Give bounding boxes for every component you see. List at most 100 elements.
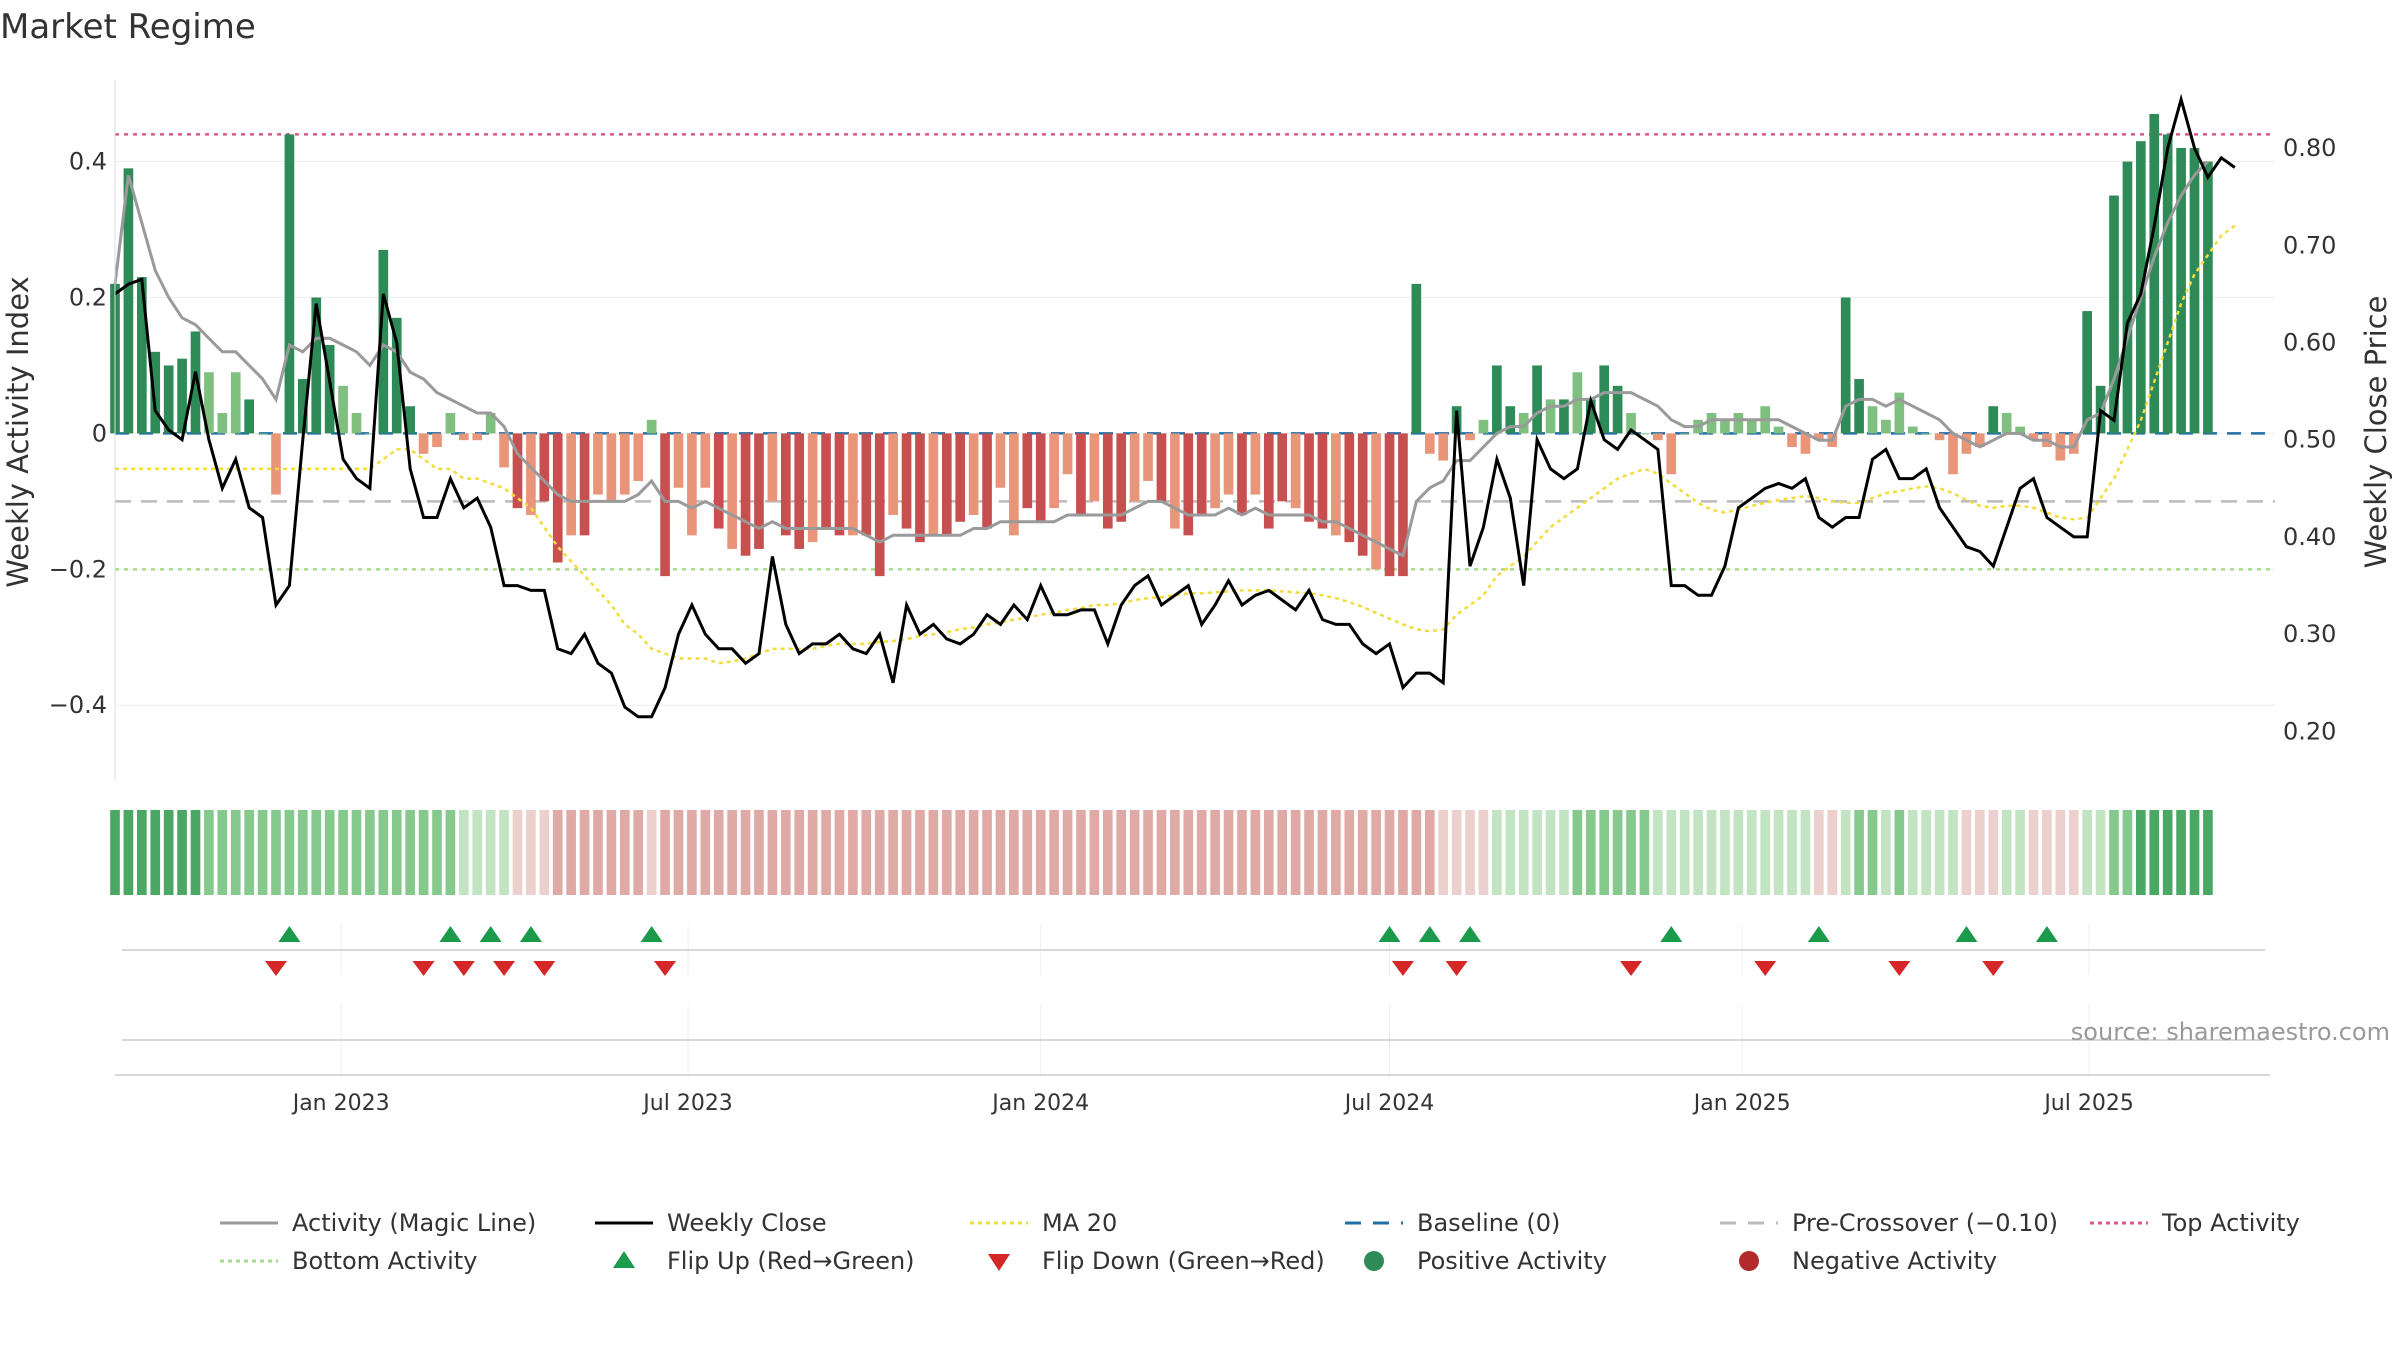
activity-bar	[163, 365, 174, 434]
legend-label: Negative Activity	[1792, 1247, 1997, 1275]
regime-strip-cell	[163, 810, 174, 895]
activity-bar	[941, 433, 952, 536]
regime-strip-cell	[1827, 810, 1838, 895]
x-tick-label: Jul 2023	[641, 1091, 733, 1116]
x-tick-label: Jan 2023	[291, 1091, 390, 1116]
y-left-tick-label: 0.4	[69, 148, 107, 176]
regime-strip-cell	[941, 810, 952, 895]
activity-bar	[834, 433, 845, 536]
regime-strip-cell	[2042, 810, 2052, 895]
regime-strip-cell	[2082, 810, 2093, 895]
legend-label: Top Activity	[2161, 1209, 2300, 1237]
regime-strip-cell	[526, 810, 536, 895]
regime-strip	[110, 810, 2213, 895]
activity-bar	[190, 331, 201, 434]
regime-strip-cell	[1317, 810, 1328, 895]
legend-item: Activity (Magic Line)	[220, 1209, 536, 1237]
legend-swatch	[613, 1251, 635, 1268]
legend-label: Pre-Crossover (−0.10)	[1792, 1209, 2058, 1237]
legend-label: Baseline (0)	[1417, 1209, 1560, 1237]
regime-strip-cell	[874, 810, 885, 895]
activity-bar	[2109, 195, 2119, 434]
regime-strip-cell	[754, 810, 764, 895]
regime-strip-cell	[1465, 810, 1475, 895]
regime-strip-cell	[2095, 810, 2106, 895]
legend-swatch	[988, 1254, 1010, 1271]
activity-bar	[1304, 433, 1314, 522]
activity-bar	[861, 433, 872, 536]
activity-bar	[378, 249, 389, 434]
regime-strip-cell	[1773, 810, 1784, 895]
activity-bar	[1049, 433, 1059, 509]
activity-bar	[2189, 147, 2200, 434]
activity-bar	[1263, 433, 1274, 529]
regime-strip-cell	[2149, 810, 2160, 895]
ma20-line	[115, 224, 2236, 665]
y-right-tick-label: 0.30	[2283, 620, 2336, 648]
regime-strip-cell	[1612, 810, 1623, 895]
y-left-tick-label: 0	[92, 419, 107, 447]
activity-bar	[1599, 365, 1610, 434]
regime-strip-cell	[137, 810, 147, 895]
y-right-tick-label: 0.50	[2283, 426, 2336, 454]
legend-label: Flip Up (Red→Green)	[667, 1247, 915, 1275]
regime-strip-cell	[1022, 810, 1033, 895]
flip-down-marker	[1445, 961, 1468, 976]
activity-bar	[754, 433, 764, 549]
regime-strip-cell	[485, 810, 496, 895]
chart-title: Market Regime	[0, 7, 256, 47]
regime-strip-cell	[378, 810, 389, 895]
activity-bar	[1921, 433, 1932, 435]
flip-up-marker	[278, 926, 301, 942]
regime-strip-cell	[1518, 810, 1529, 895]
activity-bar	[807, 433, 818, 543]
legend-item: Flip Down (Green→Red)	[988, 1247, 1325, 1275]
regime-strip-cell	[1411, 810, 1422, 895]
legend-label: Flip Down (Green→Red)	[1042, 1247, 1325, 1275]
regime-strip-cell	[1076, 810, 1086, 895]
bottom-panel: Jan 2023 Jul 2023 Jan 2024 Jul 2024 Jan 2025…	[115, 1005, 2270, 1116]
regime-strip-cell	[780, 810, 791, 895]
activity-bar	[888, 433, 898, 515]
legend-label: Bottom Activity	[292, 1247, 477, 1275]
regime-strip-cell	[1921, 810, 1932, 895]
activity-bar	[1532, 365, 1542, 434]
activity-bar	[767, 433, 778, 502]
regime-strip-cell	[579, 810, 590, 895]
regime-strip-cell	[2162, 810, 2173, 895]
activity-bar	[1331, 433, 1341, 536]
activity-bar	[150, 351, 161, 434]
regime-strip-cell	[1599, 810, 1610, 895]
activity-bar	[687, 433, 697, 536]
activity-bar	[1733, 413, 1744, 434]
activity-bar	[1183, 433, 1194, 536]
regime-strip-cell	[499, 810, 509, 895]
regime-strip-cell	[2122, 810, 2133, 895]
activity-bar	[432, 433, 442, 447]
regime-strip-cell	[552, 810, 563, 895]
activity-bar	[1881, 419, 1891, 434]
activity-bar	[606, 433, 617, 502]
activity-bar	[1612, 385, 1623, 434]
activity-bar	[1357, 433, 1368, 556]
flip-up-marker	[479, 926, 502, 942]
activity-bar	[123, 168, 134, 434]
regime-strip-cell	[432, 810, 442, 895]
activity-bar	[2149, 113, 2160, 434]
flip-down-marker	[493, 961, 516, 976]
regime-strip-cell	[217, 810, 228, 895]
activity-bar	[1639, 433, 1650, 435]
activity-bar	[2176, 147, 2186, 434]
activity-bar	[1854, 379, 1864, 434]
regime-strip-cell	[271, 810, 281, 895]
activity-bar	[1666, 433, 1677, 475]
activity-bar	[727, 433, 737, 549]
legend-item: Weekly Close	[595, 1209, 827, 1237]
regime-strip-cell	[1787, 810, 1797, 895]
y-left-tick-label: 0.2	[69, 283, 107, 311]
activity-bar	[660, 433, 670, 577]
activity-bar	[1518, 413, 1529, 434]
y-axis-left-label: Weekly Activity Index	[1, 276, 35, 587]
regime-strip-cell	[1814, 810, 1824, 895]
activity-bar	[2082, 311, 2093, 434]
